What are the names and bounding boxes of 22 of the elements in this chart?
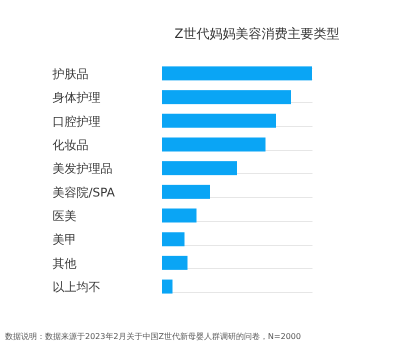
y-tick-label: 身体护理 <box>52 90 100 105</box>
bar <box>162 137 266 152</box>
bar <box>162 280 172 294</box>
y-tick-label: 美发护理品 <box>52 162 112 176</box>
y-tick-label: 医美 <box>52 209 76 224</box>
y-tick-label: 美甲 <box>52 232 76 247</box>
bar <box>162 184 210 199</box>
bar <box>162 90 291 104</box>
y-tick-label: 以上均不 <box>52 280 100 294</box>
y-tick-label: 护肤品 <box>52 66 88 81</box>
bar <box>162 114 276 128</box>
bar <box>162 66 312 80</box>
bar <box>162 256 188 270</box>
y-tick-label: 其他 <box>52 256 76 270</box>
y-tick-label: 化妆品 <box>52 138 88 152</box>
bar <box>162 208 196 223</box>
chart-title: Z世代妈妈美容消费主要类型 <box>174 26 340 42</box>
y-tick-label: 美容院/SPA <box>52 185 116 200</box>
text: 数据说明：数据来源于2023年2月关于中国Z世代新母婴人群调研的问卷，N=2000 <box>5 332 301 341</box>
bar <box>162 161 237 176</box>
bar <box>162 232 184 246</box>
y-tick-label: 口腔护理 <box>52 114 100 128</box>
